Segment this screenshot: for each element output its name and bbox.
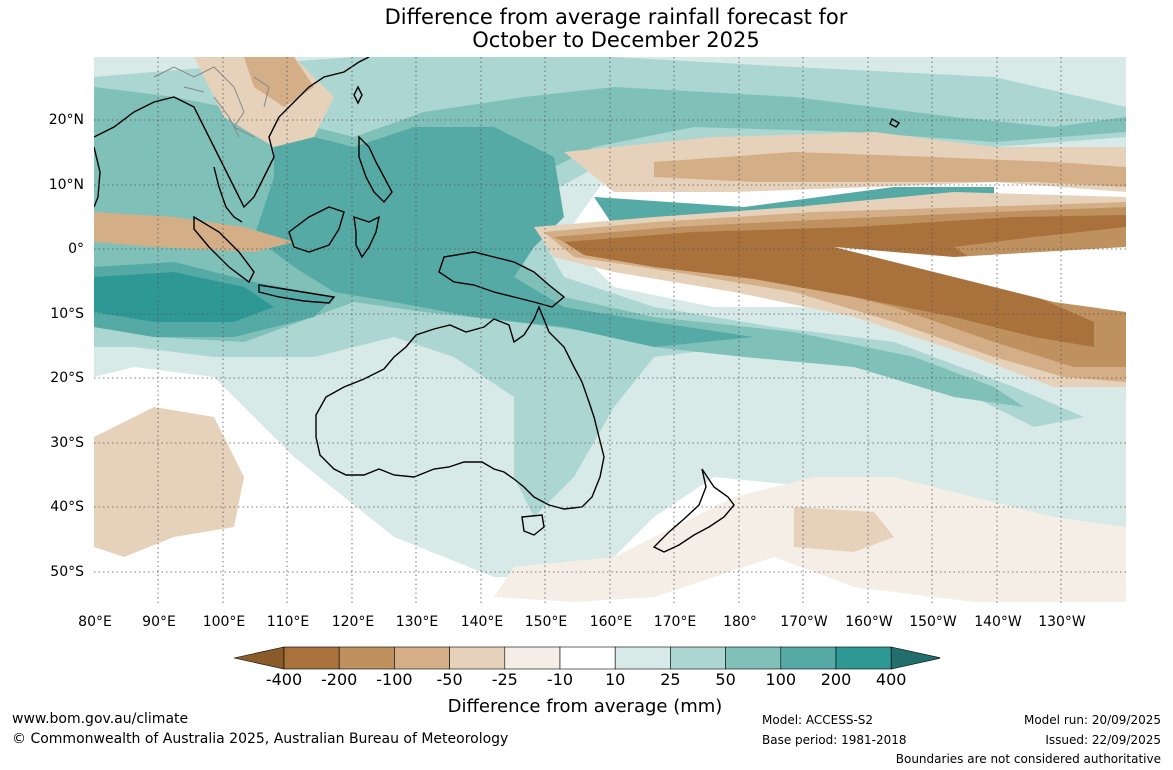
lon-label-130w: 130°W xyxy=(1038,614,1086,630)
colorbar-tick-label: -100 xyxy=(376,670,413,689)
anomaly-dry-north-pacific-strong xyxy=(654,152,1126,187)
lat-label-40s: 40°S xyxy=(50,499,84,515)
rainfall-anomaly-map xyxy=(94,57,1126,605)
colorbar xyxy=(233,646,940,670)
borneo-outline xyxy=(288,206,345,253)
colorbar-tick-label: 50 xyxy=(715,670,736,689)
model-run-text: Model run: 20/09/2025 xyxy=(1023,713,1161,727)
lat-label-20s: 20°S xyxy=(50,370,84,386)
colorbar-tick-label: -200 xyxy=(321,670,358,689)
colorbar-segment xyxy=(614,646,671,670)
model-text: Model: ACCESS-S2 xyxy=(762,713,874,727)
lon-label-160e: 160°E xyxy=(589,614,633,630)
colorbar-tick-label: -50 xyxy=(436,670,463,689)
colorbar-tick-label: -25 xyxy=(491,670,518,689)
colorbar-tick-label: -10 xyxy=(546,670,574,689)
map-title-line-2: October to December 2025 xyxy=(472,28,760,52)
anomaly-dry-equatorial-indian-ocean xyxy=(94,212,294,252)
colorbar-tick-label: 400 xyxy=(875,670,907,689)
malay-peninsula-outline xyxy=(213,166,243,223)
website-text: www.bom.gov.au/climate xyxy=(12,711,189,727)
new-guinea-outline xyxy=(438,251,566,308)
anomaly-wet-very-strong xyxy=(254,127,754,347)
lat-label-50s: 50°S xyxy=(50,564,84,580)
anomaly-dry-tasman xyxy=(794,507,894,552)
colorbar-segment xyxy=(504,646,561,670)
lon-label-80e: 80°E xyxy=(78,614,112,630)
lat-label-10s: 10°S xyxy=(50,306,84,322)
lat-label-30s: 30°S xyxy=(50,435,84,451)
lon-label-110e: 110°E xyxy=(266,614,310,630)
colorbar-tick-label: 25 xyxy=(660,670,681,689)
philippines-outline xyxy=(358,135,393,204)
lon-label-150e: 150°E xyxy=(524,614,568,630)
colorbar-segment xyxy=(283,646,340,670)
lat-label-20n: 20°N xyxy=(48,112,84,128)
lon-label-170w: 170°W xyxy=(780,614,828,630)
lon-label-90e: 90°E xyxy=(142,614,176,630)
lon-label-100e: 100°E xyxy=(202,614,246,630)
lon-label-120e: 120°E xyxy=(331,614,375,630)
map-gridlines xyxy=(94,57,1126,605)
colorbar-segment xyxy=(835,646,892,670)
colorbar-label: Difference from average (mm) xyxy=(447,696,723,717)
colorbar-segment xyxy=(559,646,616,670)
southeast-asia-outline xyxy=(94,57,370,209)
colorbar-tick-label: 200 xyxy=(820,670,852,689)
lon-label-180: 180° xyxy=(723,614,757,630)
colorbar-tick-label: 10 xyxy=(605,670,626,689)
colorbar-arrow-right xyxy=(890,646,940,670)
lon-label-160w: 160°W xyxy=(845,614,893,630)
issued-text: Issued: 22/09/2025 xyxy=(1045,733,1161,747)
disclaimer-text: Boundaries are not considered authoritat… xyxy=(895,752,1161,766)
java-outline xyxy=(258,284,336,304)
lon-label-170e: 170°E xyxy=(653,614,697,630)
anomaly-dry-southern-indian-ocean xyxy=(94,407,244,557)
taiwan-outline xyxy=(353,85,363,105)
lat-label-equator: 0° xyxy=(68,241,84,257)
india-coast-outline xyxy=(94,146,101,208)
australia-outline xyxy=(315,305,605,510)
colorbar-tick-label: 100 xyxy=(765,670,797,689)
colorbar-segment xyxy=(670,646,726,670)
sumatra-outline xyxy=(193,215,255,284)
copyright-text: © Commonwealth of Australia 2025, Austra… xyxy=(12,731,509,747)
country-borders xyxy=(153,66,270,138)
lon-label-140w: 140°W xyxy=(974,614,1022,630)
anomaly-wet-extreme xyxy=(94,272,274,322)
colorbar-segment xyxy=(338,646,395,670)
lon-label-130e: 130°E xyxy=(395,614,439,630)
colorbar-tick-label: -400 xyxy=(265,670,303,689)
sulawesi-outline xyxy=(353,215,380,259)
colorbar-arrow-left xyxy=(233,646,285,670)
colorbar-segment xyxy=(394,646,450,670)
colorbar-segment xyxy=(449,646,506,670)
lat-label-10n: 10°N xyxy=(48,177,84,193)
base-period-text: Base period: 1981-2018 xyxy=(762,733,907,747)
lon-label-150w: 150°W xyxy=(909,614,957,630)
map-title-line-1: Difference from average rainfall forecas… xyxy=(384,5,848,29)
colorbar-segment xyxy=(780,646,837,670)
hawaii-outline xyxy=(889,117,901,128)
colorbar-segment xyxy=(725,646,782,670)
anomaly-near-average-pacific xyxy=(834,247,1126,312)
anomaly-dry-southeast-asia-moderate xyxy=(244,57,314,107)
tasmania-outline xyxy=(521,514,545,536)
new-zealand-outline xyxy=(652,468,735,553)
lon-label-140e: 140°E xyxy=(460,614,504,630)
